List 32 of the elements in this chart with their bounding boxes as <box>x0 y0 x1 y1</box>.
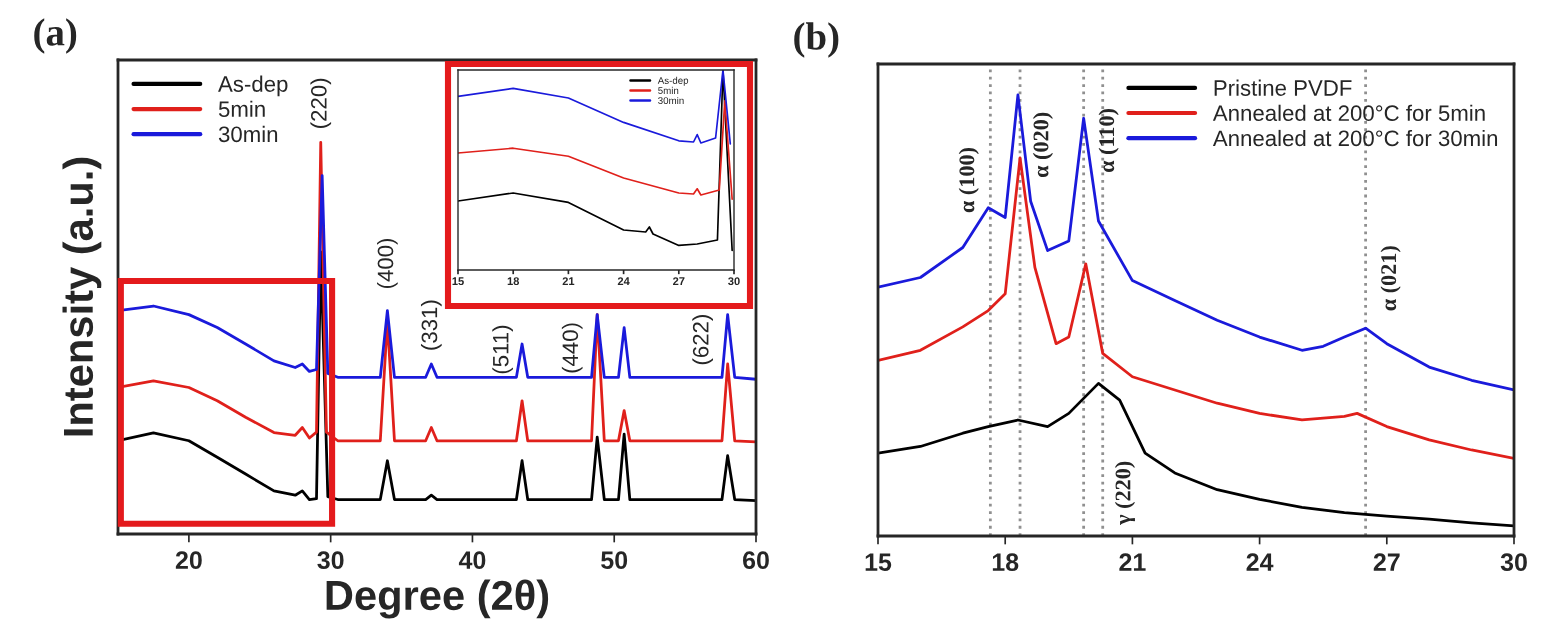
annotation: α (021) <box>1380 246 1401 311</box>
annotation: (220) <box>310 78 332 128</box>
legend-label: Annealed at 200°C for 5min <box>1212 104 1485 122</box>
x-tick-label: 30 <box>317 551 344 570</box>
legend-label: Pristine PVDF <box>1214 79 1352 96</box>
annotation: (511) <box>492 325 513 374</box>
annotation: α (100) <box>958 147 979 213</box>
legend-label: 5min <box>218 100 265 118</box>
annotation: (400) <box>377 238 398 289</box>
x-tick-label: 27 <box>1373 553 1400 571</box>
annotation: (331) <box>420 300 442 350</box>
annotation: γ (220) <box>1114 461 1136 525</box>
y-axis-title: Intensity (a.u.) <box>62 157 102 436</box>
x-tick-label: 21 <box>1119 553 1146 571</box>
chart-title: (a) <box>34 18 77 54</box>
legend-label: Annealed at 200°C for 30min <box>1212 129 1498 147</box>
x-axis-title: Degree (2θ) <box>326 579 549 619</box>
annotation: (622) <box>692 315 713 365</box>
annotation: α (110) <box>1098 109 1119 173</box>
x-tick-label: 50 <box>601 551 628 570</box>
x-tick-label: 60 <box>743 551 769 570</box>
x-tick-label: 20 <box>175 551 202 570</box>
legend-label: 30min <box>218 125 278 143</box>
legend-label: As-dep <box>218 75 288 97</box>
x-tick-label: 30 <box>1500 553 1527 572</box>
annotation: (440) <box>561 323 583 373</box>
annotation: α (020) <box>1032 112 1053 178</box>
x-tick-label: 24 <box>1246 553 1274 571</box>
chart-title: (b) <box>794 22 839 58</box>
x-tick-label: 40 <box>458 551 486 570</box>
x-tick-label: 15 <box>865 553 892 572</box>
x-tick-label: 18 <box>992 553 1019 572</box>
